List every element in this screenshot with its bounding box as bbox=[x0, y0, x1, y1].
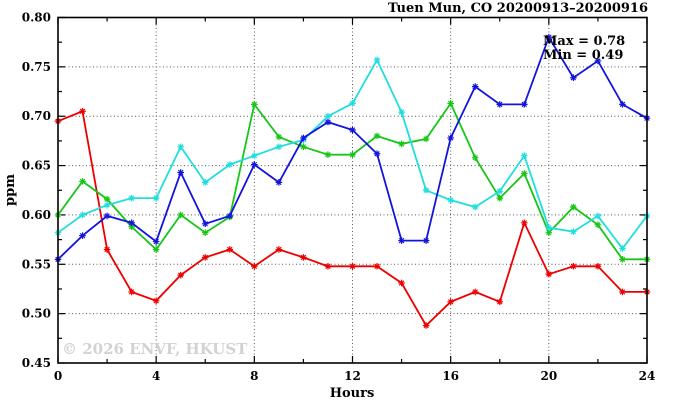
x-tick-label: 0 bbox=[54, 369, 62, 383]
y-tick-label: 0.70 bbox=[22, 109, 51, 123]
x-tick-label: 8 bbox=[250, 369, 258, 383]
y-tick-label: 0.80 bbox=[22, 11, 51, 25]
x-tick-label: 16 bbox=[442, 369, 459, 383]
y-tick-label: 0.65 bbox=[22, 159, 51, 173]
x-tick-label: 24 bbox=[639, 369, 656, 383]
x-axis-label: Hours bbox=[330, 386, 375, 401]
x-tick-label: 12 bbox=[344, 369, 361, 383]
max-annotation: Max = 0.78 bbox=[543, 34, 625, 49]
y-tick-label: 0.75 bbox=[22, 60, 51, 74]
series-red-line bbox=[57, 110, 647, 327]
x-tick-label: 20 bbox=[540, 369, 557, 383]
chart-title: Tuen Mun, CO 20200913–20200916 bbox=[388, 1, 648, 16]
y-tick-label: 0.50 bbox=[22, 307, 51, 321]
watermark: © 2026 ENVF, HKUST bbox=[62, 340, 248, 358]
y-tick-label: 0.60 bbox=[22, 208, 51, 222]
y-tick-label: 0.55 bbox=[22, 257, 51, 271]
plot-area: 0 4 8 12 16 20 24 0.45 0.50 0.55 0.60 0.65 0.70 0.75 0… bbox=[22, 11, 656, 384]
plot-border bbox=[57, 16, 648, 364]
x-tick-label: 4 bbox=[152, 369, 160, 383]
y-tick-label: 0.45 bbox=[22, 356, 51, 370]
min-annotation: Min = 0.49 bbox=[543, 48, 623, 63]
y-axis-label: ppm bbox=[3, 174, 18, 206]
